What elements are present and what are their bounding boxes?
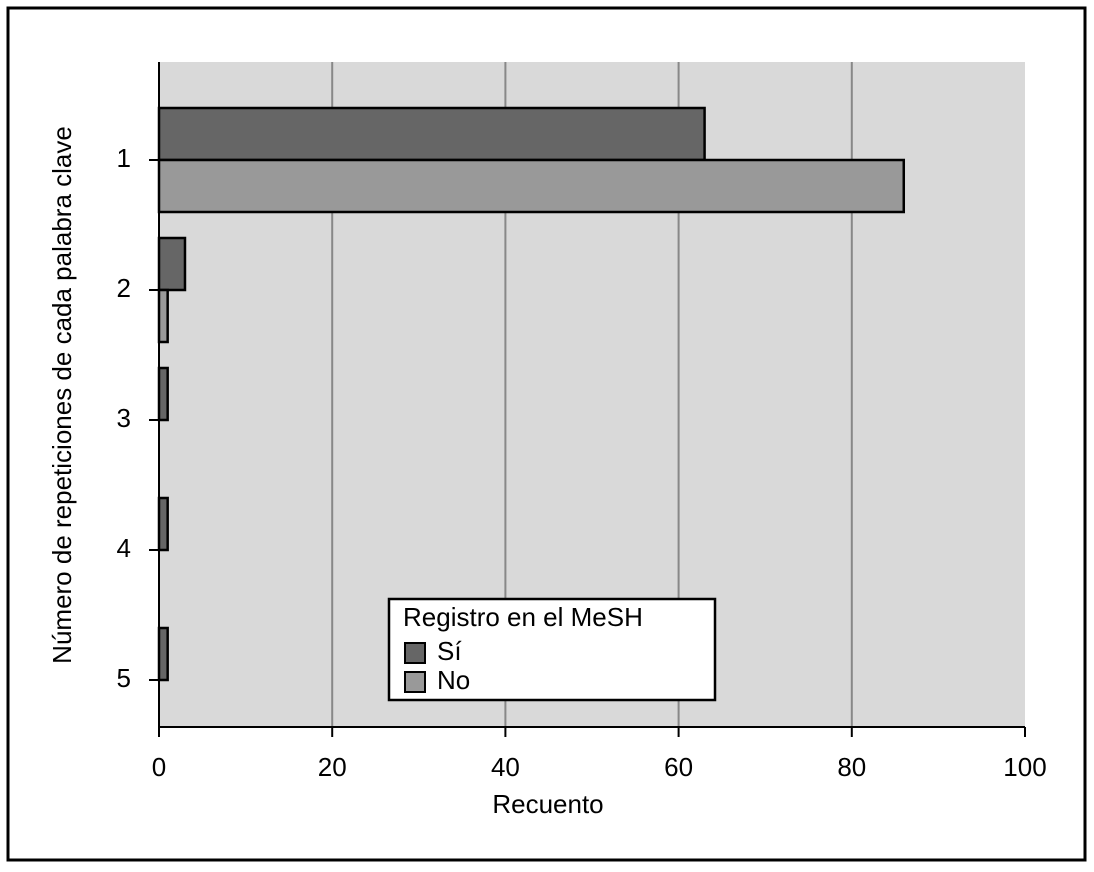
legend-label: Sí bbox=[437, 636, 462, 666]
bar bbox=[157, 626, 169, 682]
y-axis-label: Número de repeticiones de cada palabra c… bbox=[47, 126, 77, 664]
y-tick-label: 5 bbox=[117, 663, 131, 693]
x-tick-label: 0 bbox=[152, 752, 166, 782]
bar bbox=[157, 496, 169, 552]
x-tick-label: 20 bbox=[318, 752, 347, 782]
y-tick-label: 4 bbox=[117, 533, 131, 563]
x-tick-label: 80 bbox=[837, 752, 866, 782]
bar bbox=[157, 158, 906, 214]
x-tick-label: 60 bbox=[664, 752, 693, 782]
bar bbox=[157, 236, 187, 292]
y-tick-label: 1 bbox=[117, 143, 131, 173]
legend-label: No bbox=[437, 665, 470, 695]
bar bbox=[157, 366, 169, 422]
x-tick-label: 100 bbox=[1003, 752, 1046, 782]
legend-swatch bbox=[404, 642, 426, 664]
bar bbox=[157, 106, 706, 162]
x-tick-label: 40 bbox=[491, 752, 520, 782]
bar bbox=[157, 288, 169, 344]
legend-title: Registro en el MeSH bbox=[403, 602, 643, 632]
y-tick-label: 3 bbox=[117, 403, 131, 433]
x-axis-label: Recuento bbox=[492, 789, 603, 819]
legend-swatch bbox=[404, 671, 426, 693]
legend-box bbox=[387, 597, 717, 702]
y-tick-label: 2 bbox=[117, 273, 131, 303]
